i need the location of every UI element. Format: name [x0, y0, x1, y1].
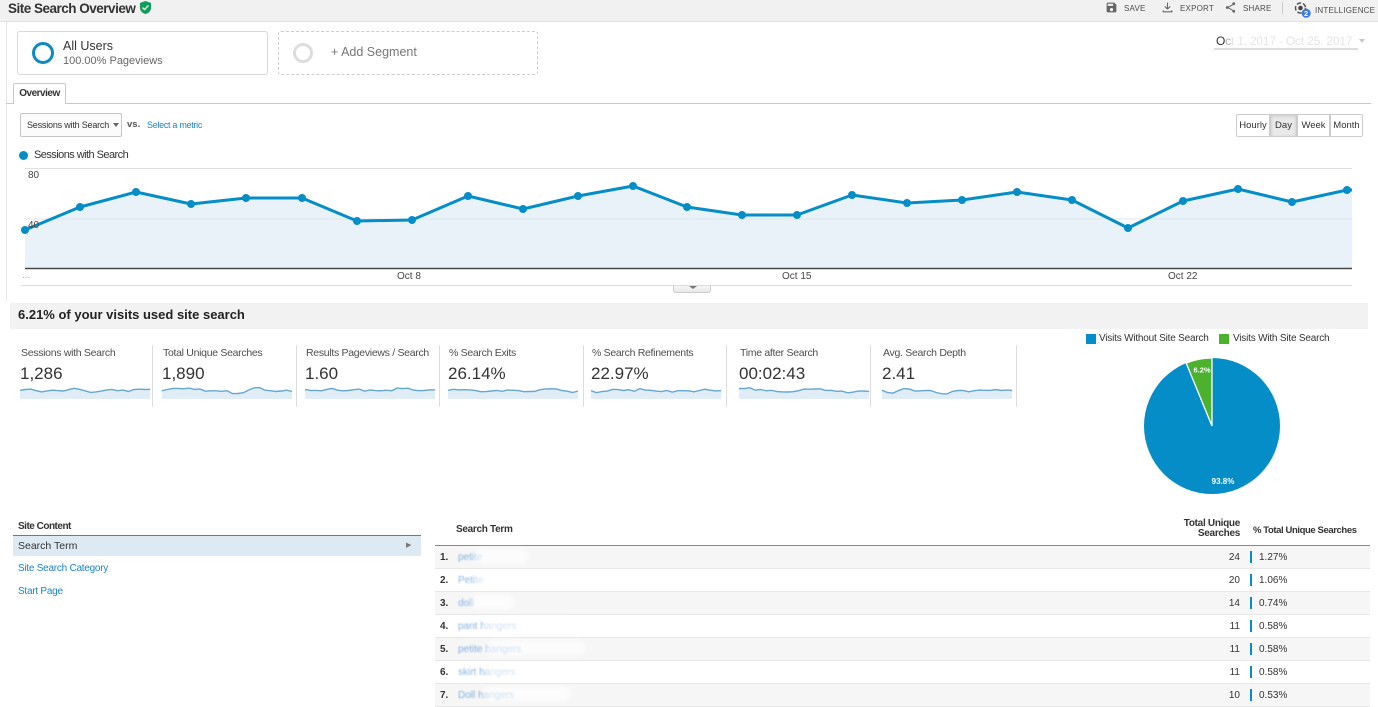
svg-text:2: 2: [1304, 9, 1308, 18]
svg-text:6.2%: 6.2%: [1193, 366, 1210, 375]
svg-text:93.8%: 93.8%: [1212, 477, 1235, 486]
